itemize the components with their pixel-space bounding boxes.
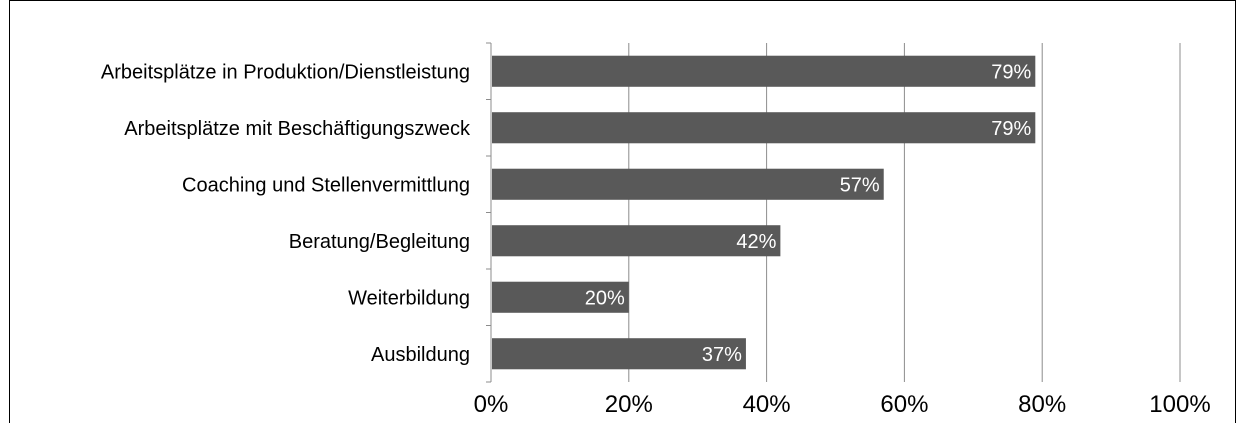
bar-1 (492, 112, 1036, 144)
chart-frame (9, 0, 1236, 423)
bar-5 (492, 338, 746, 370)
labels: 0% 20% 40% 60% 80% 100% Arbeitsplätze in Produ… (101, 61, 1211, 418)
data-label-5: 37% (702, 344, 742, 366)
data-label-0: 79% (991, 61, 1031, 83)
x-tick-label-20: 20% (605, 391, 653, 418)
category-label-4: Weiterbildung (348, 287, 470, 309)
data-label-4: 20% (585, 287, 625, 309)
category-label-5: Ausbildung (371, 344, 470, 366)
category-label-1: Arbeitsplätze mit Beschäftigungszweck (124, 118, 471, 140)
axes (486, 42, 492, 383)
data-label-1: 79% (991, 118, 1031, 140)
gridlines (628, 43, 1181, 382)
data-label-2: 57% (840, 174, 880, 196)
bar-2 (492, 168, 884, 200)
bar-0 (492, 55, 1036, 87)
x-tick-label-40: 40% (743, 391, 791, 418)
bar-3 (492, 225, 781, 257)
x-tick-label-100: 100% (1149, 391, 1210, 418)
category-label-3: Beratung/Begleitung (289, 231, 470, 253)
x-tick-label-80: 80% (1018, 391, 1066, 418)
bars (492, 55, 1036, 370)
category-label-2: Coaching und Stellenvermittlung (182, 174, 470, 196)
x-tick-label-60: 60% (880, 391, 928, 418)
category-label-0: Arbeitsplätze in Produktion/Dienstleistu… (101, 61, 470, 83)
x-tick-label-0: 0% (474, 391, 509, 418)
bar-4 (492, 281, 629, 313)
data-label-3: 42% (736, 231, 776, 253)
